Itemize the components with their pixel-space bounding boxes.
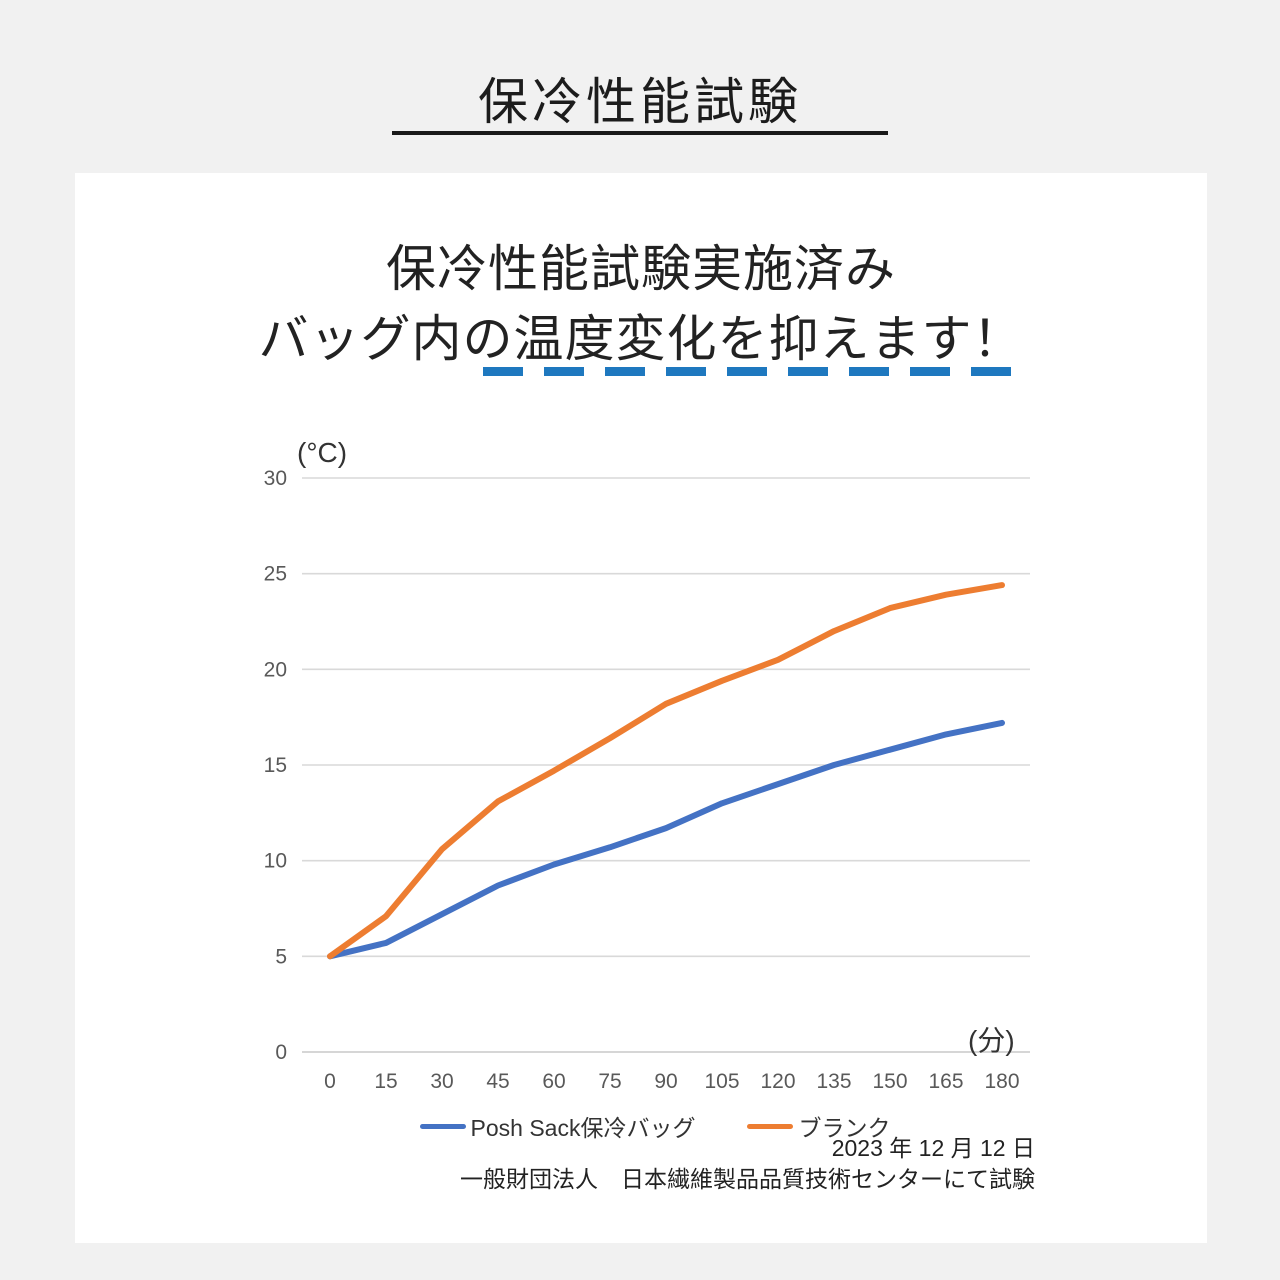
svg-text:135: 135 — [816, 1070, 851, 1093]
svg-text:5: 5 — [275, 945, 287, 968]
svg-text:180: 180 — [984, 1070, 1019, 1093]
svg-text:0: 0 — [324, 1070, 336, 1093]
test-organization: 一般財団法人 日本繊維製品品質技術センターにて試験 — [460, 1166, 1035, 1192]
x-axis-unit-label: (分) — [968, 1025, 1015, 1056]
headline-line1: 保冷性能試験実施済み — [386, 241, 896, 297]
chart-legend: Posh Sack保冷バッグ ブランク — [75, 1109, 1207, 1143]
dashed-accent-underline — [483, 367, 1011, 376]
svg-text:165: 165 — [928, 1070, 963, 1093]
legend-swatch-posh-sack — [419, 1123, 466, 1129]
y-axis-unit-label: (°C) — [297, 437, 348, 468]
temperature-line-chart: 0 5 10 15 20 25 30 0 15 30 45 60 75 90 105 120 135 150 165… — [264, 467, 1030, 1093]
svg-text:10: 10 — [264, 850, 287, 873]
legend-label-posh-sack: Posh Sack保冷バッグ — [470, 1115, 696, 1141]
svg-text:15: 15 — [374, 1070, 397, 1093]
legend-item-posh-sack: Posh Sack保冷バッグ — [419, 1109, 696, 1143]
svg-text:30: 30 — [430, 1070, 453, 1093]
svg-text:75: 75 — [598, 1070, 621, 1093]
page-title: 保冷性能試験 — [478, 74, 802, 130]
svg-text:45: 45 — [486, 1070, 509, 1093]
svg-text:20: 20 — [264, 658, 287, 681]
headline-line2: バッグ内の温度変化を抑えます！ — [258, 311, 1024, 367]
svg-text:30: 30 — [264, 467, 287, 490]
title-underline — [392, 131, 888, 135]
legend-label-blank: ブランク — [798, 1115, 891, 1141]
test-footnote: 2023 年 12 月 12 日 一般財団法人 日本繊維製品品質技術センターにて… — [460, 1133, 1035, 1195]
svg-text:90: 90 — [654, 1070, 677, 1093]
svg-text:25: 25 — [264, 563, 287, 586]
svg-text:120: 120 — [760, 1070, 795, 1093]
svg-text:60: 60 — [542, 1070, 565, 1093]
svg-text:0: 0 — [275, 1041, 287, 1064]
svg-text:15: 15 — [264, 754, 287, 777]
legend-swatch-blank — [747, 1123, 794, 1129]
legend-item-blank: ブランク — [747, 1109, 890, 1143]
content-card: 保冷性能試験実施済み バッグ内の温度変化を抑えます！ 0 5 10 15 20 25 30 0… — [75, 173, 1207, 1243]
svg-text:150: 150 — [872, 1070, 907, 1093]
svg-text:105: 105 — [704, 1070, 739, 1093]
test-date: 2023 年 12 月 12 日 — [831, 1135, 1035, 1161]
